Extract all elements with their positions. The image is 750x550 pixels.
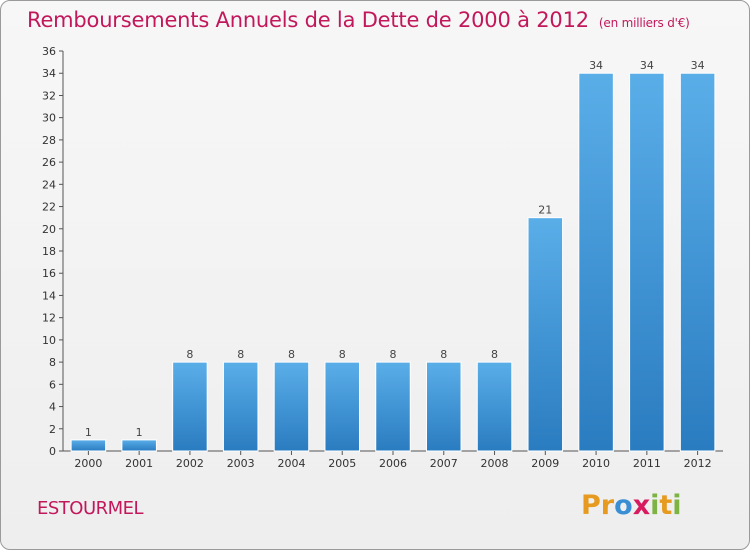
bar bbox=[375, 361, 411, 452]
y-tick-label: 6 bbox=[49, 378, 56, 391]
bar-value-label: 8 bbox=[440, 348, 447, 361]
x-tick-label: 2006 bbox=[379, 457, 407, 470]
bar-value-label: 1 bbox=[85, 426, 92, 439]
bar-value-label: 34 bbox=[691, 59, 705, 72]
bar bbox=[679, 72, 716, 452]
logo-letter: x bbox=[632, 490, 651, 521]
x-tick-label: 2003 bbox=[227, 457, 255, 470]
y-tick-label: 28 bbox=[42, 134, 56, 147]
bar-value-label: 8 bbox=[237, 348, 244, 361]
bar-value-label: 34 bbox=[589, 59, 603, 72]
logo-letter: P bbox=[581, 490, 601, 521]
chart-title: Remboursements Annuels de la Dette de 20… bbox=[27, 8, 690, 32]
y-tick-label: 18 bbox=[42, 245, 56, 258]
y-tick-label: 8 bbox=[49, 356, 56, 369]
y-tick-label: 24 bbox=[42, 178, 56, 191]
bar-value-label: 34 bbox=[640, 59, 654, 72]
bar-value-label: 8 bbox=[491, 348, 498, 361]
bar-value-label: 8 bbox=[390, 348, 397, 361]
bar bbox=[273, 361, 310, 452]
x-tick-label: 2010 bbox=[582, 457, 610, 470]
bar bbox=[527, 217, 564, 452]
y-tick-label: 14 bbox=[42, 289, 56, 302]
chart-subtitle: (en milliers d'€) bbox=[598, 16, 690, 30]
logo-letter: t bbox=[659, 490, 673, 521]
bar bbox=[578, 72, 614, 452]
bar bbox=[222, 361, 259, 452]
bar bbox=[172, 361, 208, 452]
x-tick-label: 2011 bbox=[633, 457, 661, 470]
bar bbox=[426, 361, 462, 452]
y-tick-label: 2 bbox=[49, 423, 56, 436]
y-tick-label: 4 bbox=[49, 401, 56, 414]
bar-value-label: 8 bbox=[339, 348, 346, 361]
bar-value-label: 8 bbox=[186, 348, 193, 361]
x-tick-label: 2005 bbox=[328, 457, 356, 470]
x-tick-label: 2000 bbox=[74, 457, 102, 470]
x-tick-label: 2004 bbox=[277, 457, 305, 470]
y-tick-label: 26 bbox=[42, 156, 56, 169]
y-tick-label: 16 bbox=[42, 267, 56, 280]
x-tick-label: 2008 bbox=[481, 457, 509, 470]
proxiti-logo: Proxiti bbox=[581, 490, 682, 521]
chart-title-text: Remboursements Annuels de la Dette de 20… bbox=[27, 8, 589, 32]
y-tick-label: 0 bbox=[49, 445, 56, 458]
y-tick-label: 22 bbox=[42, 201, 56, 214]
commune-name: ESTOURMEL bbox=[37, 498, 144, 519]
y-tick-label: 36 bbox=[42, 45, 56, 58]
logo-letter: o bbox=[614, 490, 633, 521]
logo-letter: r bbox=[600, 490, 615, 521]
y-tick-label: 10 bbox=[42, 334, 56, 347]
y-tick-label: 20 bbox=[42, 223, 56, 236]
bar bbox=[476, 361, 513, 452]
bar bbox=[324, 361, 360, 452]
y-tick-label: 34 bbox=[42, 67, 56, 80]
logo-letter: i bbox=[672, 490, 682, 521]
y-tick-label: 32 bbox=[42, 89, 56, 102]
y-tick-label: 30 bbox=[42, 112, 56, 125]
bar bbox=[121, 439, 157, 452]
x-tick-label: 2009 bbox=[531, 457, 559, 470]
x-tick-label: 2001 bbox=[125, 457, 153, 470]
bar-value-label: 1 bbox=[136, 426, 143, 439]
bar-value-label: 21 bbox=[538, 204, 552, 217]
bar bbox=[70, 439, 107, 452]
logo-letter: i bbox=[650, 490, 660, 521]
x-tick-label: 2002 bbox=[176, 457, 204, 470]
bar-value-label: 8 bbox=[288, 348, 295, 361]
x-tick-label: 2012 bbox=[684, 457, 712, 470]
y-tick-label: 12 bbox=[42, 312, 56, 325]
bar bbox=[629, 72, 665, 452]
x-tick-label: 2007 bbox=[430, 457, 458, 470]
